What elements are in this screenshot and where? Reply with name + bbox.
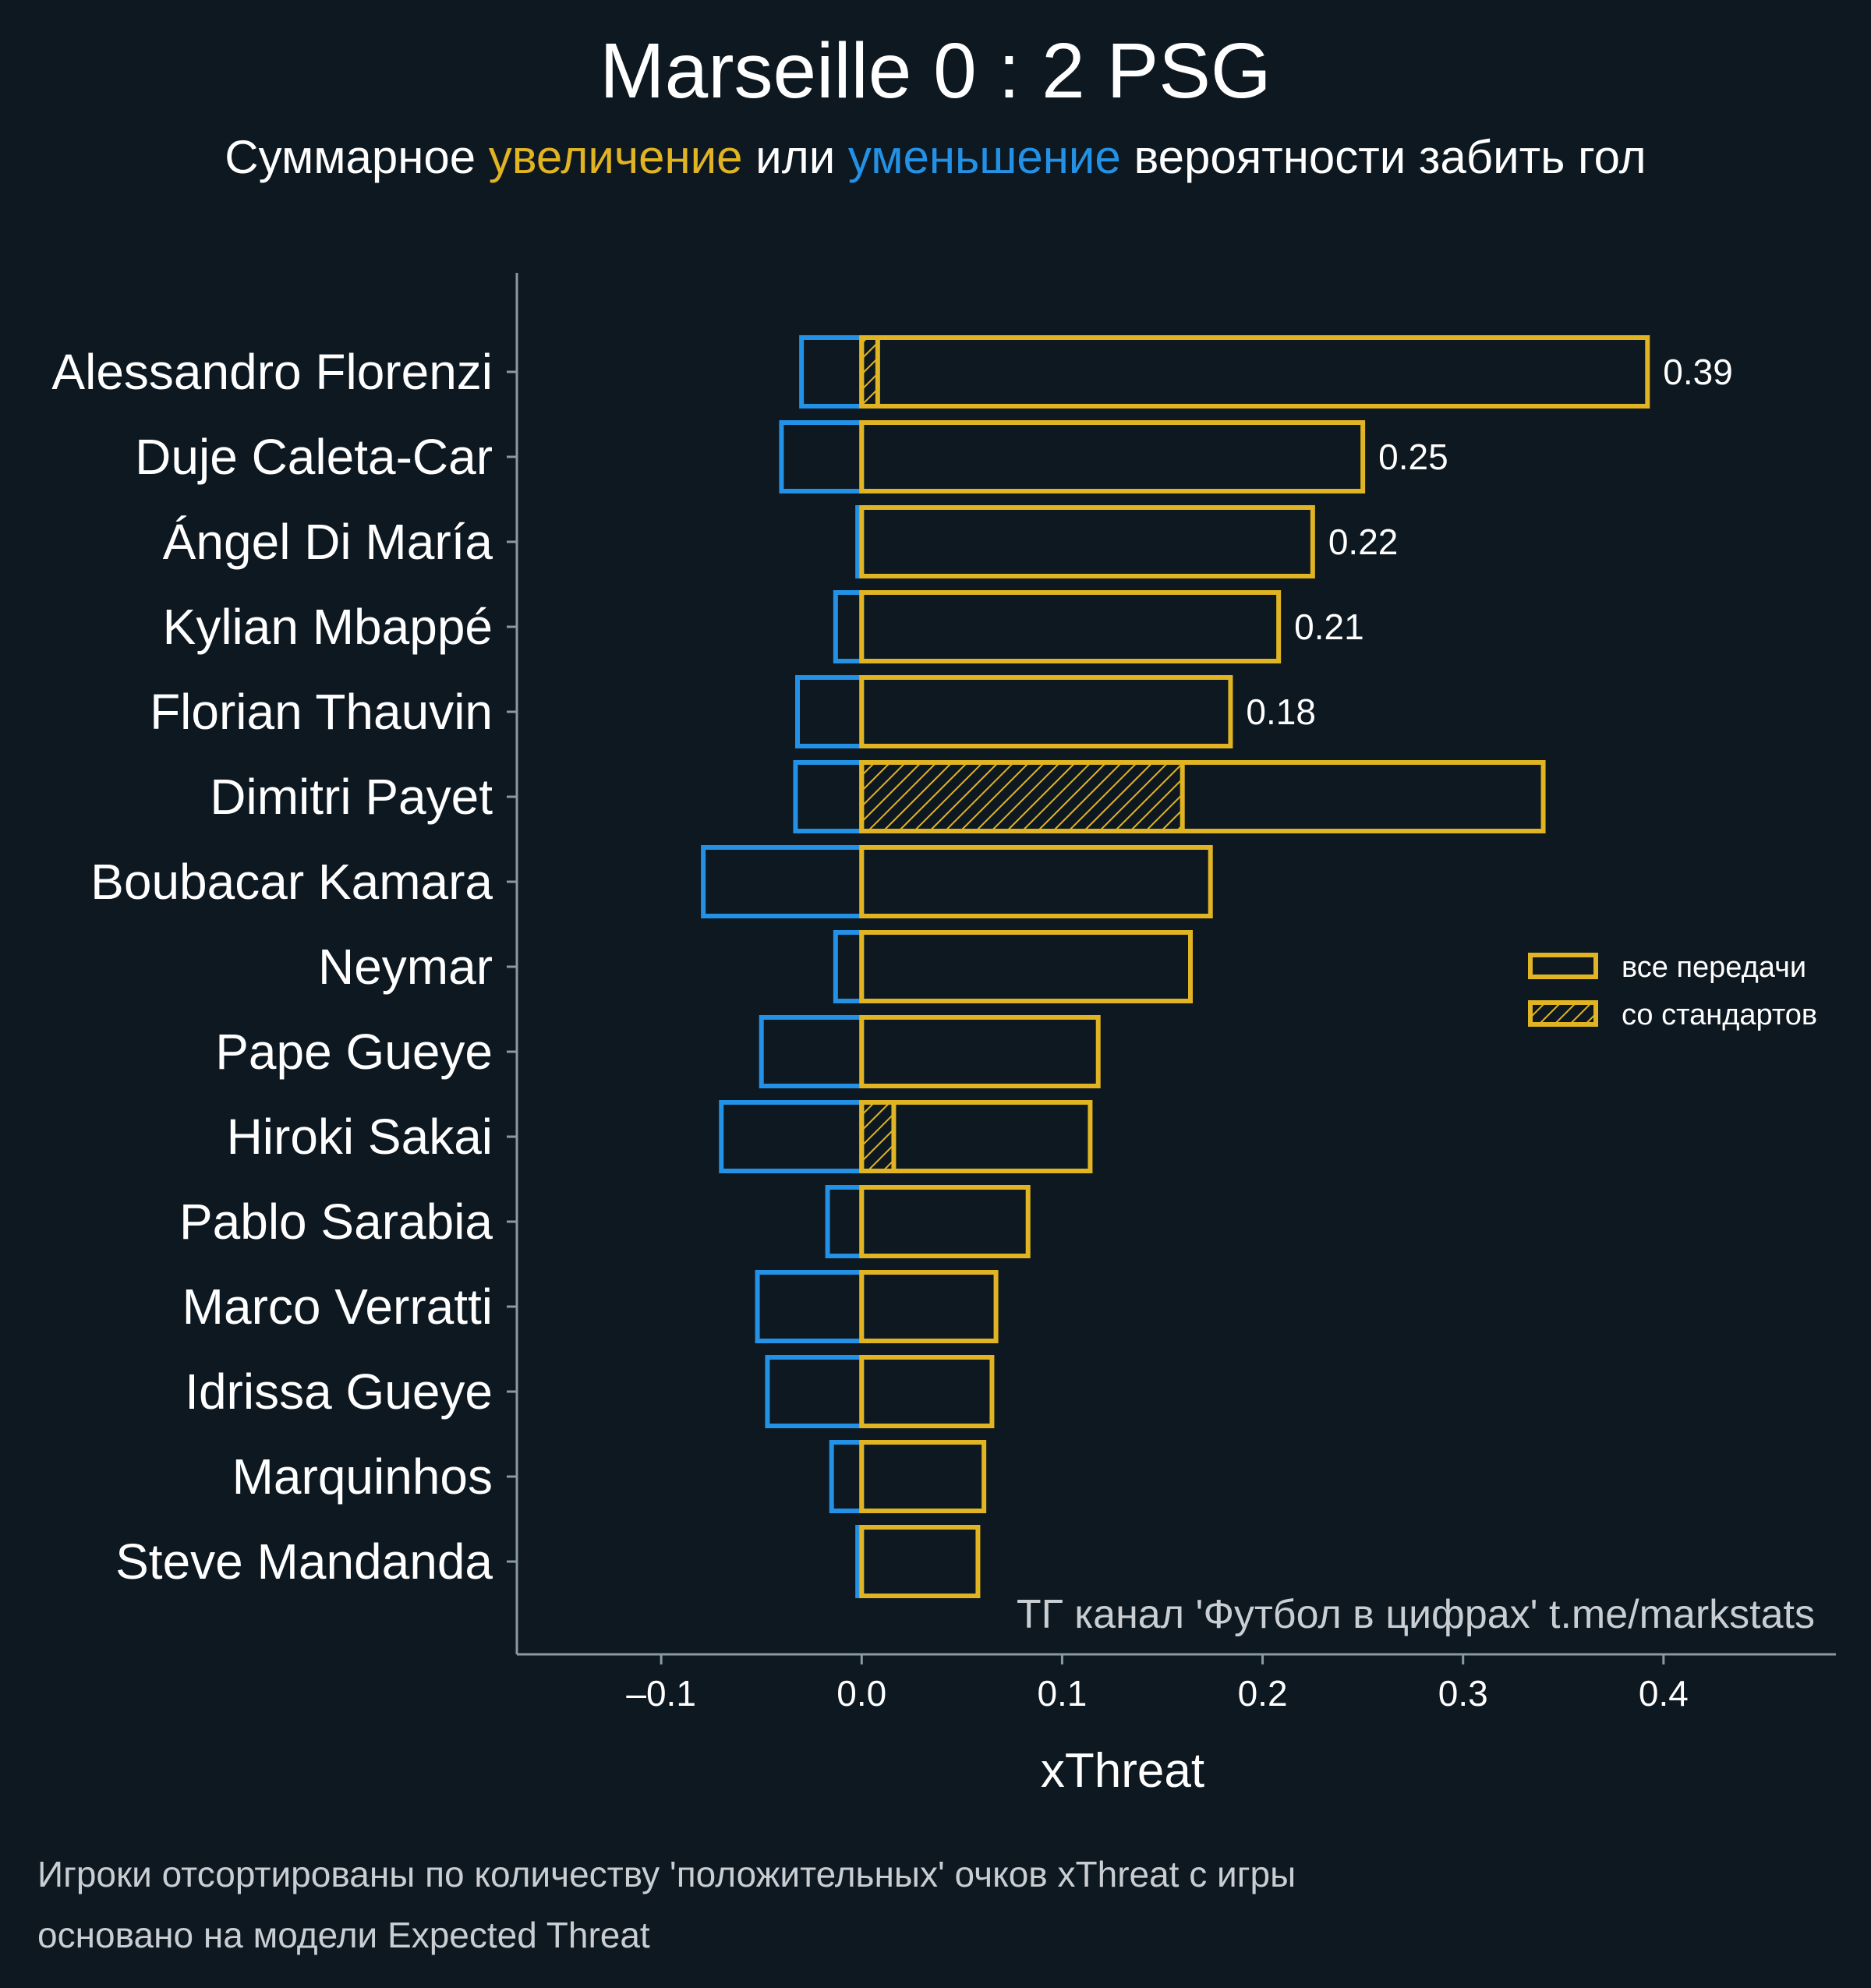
bar-negative	[759, 1015, 865, 1088]
bar-negative	[755, 1270, 865, 1343]
legend-label-all-passes: все передачи	[1622, 951, 1806, 984]
bar-negative	[701, 845, 865, 918]
legend-label-set-pieces: со стандартов	[1622, 999, 1817, 1031]
bar-positive	[859, 1100, 1093, 1173]
y-tick-label: Steve Mandanda	[115, 1533, 493, 1590]
bar-negative	[799, 335, 865, 409]
bar-negative	[795, 675, 865, 748]
x-tick-label: 0.2	[1238, 1673, 1288, 1714]
bar-set-pieces	[859, 1100, 897, 1173]
footer-line-1: Игроки отсортированы по количеству 'поло…	[37, 1854, 1296, 1894]
y-tick-label: Florian Thauvin	[150, 684, 493, 740]
bar-positive	[859, 1355, 995, 1428]
y-tick-label: Alessandro Florenzi	[51, 344, 493, 400]
y-tick-label: Kylian Mbappé	[163, 599, 493, 655]
x-tick-label: 0.1	[1037, 1673, 1087, 1714]
bar-positive	[859, 1270, 999, 1343]
x-tick-label: 0.4	[1639, 1673, 1689, 1714]
subtitle-part1: Суммарное	[225, 131, 488, 183]
bar-negative	[833, 930, 865, 1003]
bar-negative	[833, 590, 865, 663]
data-labels: 0.39 0.25 0.22 0.21 0.18	[1246, 352, 1732, 732]
bar-positive	[859, 675, 1233, 748]
bar-positive	[859, 845, 1213, 918]
footer-line-2: основано на модели Expected Threat	[37, 1915, 650, 1955]
bar-positive	[859, 1185, 1031, 1258]
bar-positive	[859, 760, 1546, 833]
bar-negative	[765, 1355, 865, 1428]
chart-title: Marseille 0 : 2 PSG	[599, 27, 1271, 115]
x-tick-label: –0.1	[626, 1673, 696, 1714]
subtitle-part2: или	[755, 131, 848, 183]
x-ticks: –0.1 0.0 0.1 0.2 0.3 0.4	[626, 1654, 1689, 1714]
y-tick-label: Duje Caleta-Car	[135, 429, 493, 485]
chart-subtitle: Суммарное увеличение или уменьшение веро…	[225, 131, 1646, 183]
y-tick-label: Hiroki Sakai	[227, 1109, 493, 1165]
bar-set-pieces	[859, 335, 880, 409]
bar-positive	[859, 335, 1650, 409]
y-tick-label: Pablo Sarabia	[179, 1194, 493, 1250]
bar-positive	[859, 505, 1315, 578]
y-tick-label: Idrissa Gueye	[185, 1364, 493, 1420]
bars-group	[701, 335, 1650, 1598]
y-tick-labels: Alessandro Florenzi Duje Caleta-Car Ángel …	[51, 344, 517, 1590]
bar-positive	[859, 1440, 987, 1513]
y-tick-label: Marquinhos	[232, 1449, 493, 1505]
data-label: 0.39	[1663, 352, 1733, 392]
y-tick-label: Boubacar Kamara	[90, 854, 493, 910]
x-axis-label: xThreat	[1041, 1744, 1204, 1798]
x-tick-label: 0.0	[836, 1673, 886, 1714]
y-tick-label: Marco Verratti	[182, 1279, 493, 1335]
bar-negative	[779, 420, 865, 493]
data-label: 0.18	[1246, 692, 1316, 732]
bar-positive	[859, 590, 1282, 663]
x-tick-label: 0.3	[1438, 1673, 1488, 1714]
bar-positive	[859, 1015, 1101, 1088]
data-label: 0.25	[1378, 437, 1448, 477]
bar-positive	[859, 420, 1366, 493]
legend-swatch-set-pieces	[1528, 1000, 1598, 1027]
subtitle-decrease: уменьшение	[848, 131, 1121, 183]
legend-swatch-all-passes	[1528, 953, 1598, 979]
watermark: ТГ канал 'Футбол в цифрах' t.me/markstat…	[1017, 1592, 1815, 1637]
bar-set-pieces	[859, 760, 1185, 833]
data-label: 0.22	[1328, 522, 1399, 562]
bar-positive	[859, 930, 1194, 1003]
subtitle-part3: вероятности забить гол	[1134, 131, 1646, 183]
data-label: 0.21	[1294, 607, 1364, 647]
bar-negative	[825, 1185, 865, 1258]
bar-negative	[793, 760, 865, 833]
y-tick-label: Ángel Di María	[163, 514, 493, 570]
y-tick-label: Pape Gueye	[215, 1024, 493, 1080]
bar-negative	[829, 1440, 865, 1513]
y-tick-label: Dimitri Payet	[210, 769, 493, 825]
bar-positive	[859, 1525, 981, 1598]
bar-negative	[719, 1100, 865, 1173]
legend: все передачи со стандартов	[1528, 951, 1817, 1031]
y-tick-label: Neymar	[318, 939, 493, 995]
subtitle-increase: увеличение	[489, 131, 743, 183]
